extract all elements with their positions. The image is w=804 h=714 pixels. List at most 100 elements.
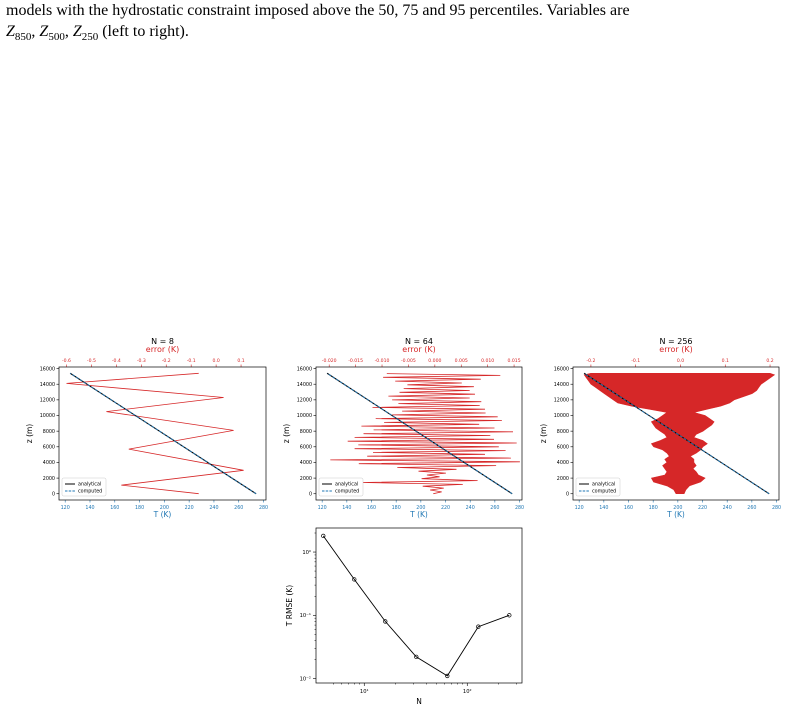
y-axis-label: z (m) [539, 424, 548, 444]
x-tick-label: 140 [342, 505, 351, 511]
computed-line [326, 372, 513, 495]
y-tick-label: 14000 [297, 382, 312, 388]
top-tick-label: -0.1 [631, 358, 640, 364]
computed-line [69, 372, 257, 495]
chart-title: N = 64 [405, 337, 433, 346]
rmse-point [321, 533, 326, 539]
y-tick-label: 2000 [300, 476, 312, 482]
y-tick-label: 0 [566, 491, 569, 497]
y-tick-label: 4000 [43, 460, 55, 466]
x-axis-label: T (K) [409, 510, 428, 519]
x-tick-label: 280 [772, 505, 781, 511]
top-tick-label: -0.2 [586, 358, 595, 364]
y-tick-label: 8000 [300, 429, 312, 435]
x-tick-label: 180 [392, 505, 401, 511]
y-tick-label: 6000 [43, 445, 55, 451]
x-tick-label: 160 [367, 505, 376, 511]
error-line [66, 372, 244, 495]
y-tick-label: 6000 [300, 445, 312, 451]
computed-line [583, 372, 770, 495]
y-tick-label: 2000 [557, 476, 569, 482]
x-tick-label: 240 [466, 505, 475, 511]
legend-label-computed: computed [592, 489, 616, 495]
rmse-point [383, 619, 388, 624]
y-axis-label: z (m) [25, 424, 34, 444]
legend-label-analytical: analytical [335, 482, 358, 488]
z850-subscript: 850 [14, 31, 32, 44]
top-tick-label: -0.3 [137, 358, 146, 364]
top-axis-label: error (K) [402, 345, 435, 354]
top-tick-label: -0.2 [162, 358, 171, 364]
top-tick-label: -0.005 [401, 358, 416, 364]
y-tick-label: 8000 [43, 429, 55, 435]
rmse-point [445, 673, 450, 679]
legend-label-computed: computed [78, 489, 102, 495]
chart-title: N = 8 [151, 337, 174, 346]
y-tick-label: 16000 [40, 366, 55, 372]
top-tick-label: 0.015 [507, 358, 520, 364]
plot-frame [572, 366, 780, 501]
y-tick-label: 10000 [40, 413, 55, 419]
top-tick-label: 0.1 [237, 358, 244, 364]
plot-frame [58, 366, 267, 501]
y-axis-label: T RMSE (K) [285, 585, 294, 627]
x-tick-label: 140 [85, 505, 94, 511]
x-tick-label: 120 [575, 505, 584, 511]
y-tick-label: 0 [309, 491, 312, 497]
rmse-line [322, 535, 510, 677]
y-tick-label: 8000 [557, 429, 569, 435]
rmse-point [476, 624, 481, 629]
y-tick-label: 10000 [554, 413, 569, 419]
x-tick-label: 260 [234, 505, 243, 511]
x-tick-label: 180 [135, 505, 144, 511]
x-tick-label: 260 [747, 505, 756, 511]
error-line [330, 373, 520, 495]
top-tick-label: -0.1 [187, 358, 196, 364]
top-tick-label: -0.5 [87, 358, 96, 364]
top-tick-label: 0.2 [766, 358, 773, 364]
rmse-point [414, 654, 419, 660]
error-band [583, 372, 776, 495]
top-tick-label: 0.000 [428, 358, 441, 364]
x-tick-label: 160 [110, 505, 119, 511]
y-axis-label: z (m) [282, 424, 291, 444]
top-tick-label: 0.005 [455, 358, 468, 364]
x-tick-label: 220 [698, 505, 707, 511]
x-tick-label: 200 [673, 505, 682, 511]
y-tick-label: 12000 [40, 398, 55, 404]
y-tick-label: 10⁻¹ [300, 613, 311, 619]
x-tick-label: 220 [185, 505, 194, 511]
x-tick-label: 200 [160, 505, 169, 511]
legend-label-analytical: analytical [78, 482, 101, 488]
y-tick-label: 10000 [297, 413, 312, 419]
z500-symbol: Z500 [39, 23, 65, 44]
legend-label-analytical: analytical [592, 482, 615, 488]
caption-tail: (left to right). [102, 23, 189, 40]
chart-title: N = 256 [659, 337, 692, 346]
y-tick-label: 16000 [554, 366, 569, 372]
top-tick-label: -0.4 [112, 358, 121, 364]
top-tick-label: 0.0 [212, 358, 219, 364]
x-tick-label: 180 [649, 505, 658, 511]
y-tick-label: 4000 [557, 460, 569, 466]
y-tick-label: 14000 [554, 382, 569, 388]
y-tick-label: 0 [52, 491, 55, 497]
top-axis-label: error (K) [146, 345, 179, 354]
z850-symbol: Z850 [6, 23, 32, 44]
z250-subscript: 250 [81, 31, 99, 44]
rmse-chart: 10¹ 10² 10⁻² 10⁻¹ 10⁰ N T RMSE (K) [285, 527, 523, 706]
x-tick-label: 120 [318, 505, 327, 511]
y-tick-label: 12000 [554, 398, 569, 404]
top-tick-label: 0.010 [481, 358, 494, 364]
x-tick-label: 160 [624, 505, 633, 511]
x-tick-label: 120 [61, 505, 70, 511]
top-tick-label: 0.0 [677, 358, 684, 364]
x-tick-label: 140 [599, 505, 608, 511]
x-tick-label: 240 [723, 505, 732, 511]
x-axis-label: T (K) [666, 510, 685, 519]
z500-subscript: 500 [48, 31, 65, 44]
